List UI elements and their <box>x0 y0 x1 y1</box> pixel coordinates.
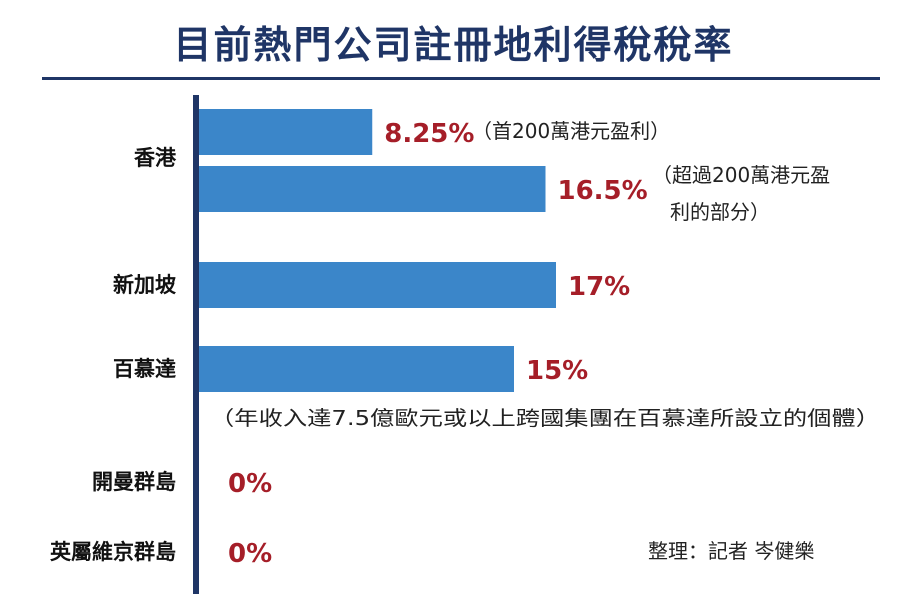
chart-title: 目前熱門公司註冊地利得稅稅率 <box>173 23 734 67</box>
bar <box>199 346 514 392</box>
credit-text: 整理：記者 岑健樂 <box>648 539 814 563</box>
bar <box>199 262 556 308</box>
category-label: 開曼群島 <box>92 470 176 494</box>
bar <box>199 166 546 212</box>
bar <box>199 109 373 155</box>
value-label: 0% <box>228 469 272 499</box>
value-label: 15% <box>526 356 588 386</box>
title-underline <box>42 77 880 80</box>
value-label: 17% <box>568 272 630 302</box>
value-label: 8.25% <box>384 119 474 149</box>
note-text: （年收入達7.5億歐元或以上跨國集團在百慕達所設立的個體） <box>210 406 880 430</box>
value-label: 16.5% <box>558 176 648 206</box>
note-text: 利的部分） <box>670 200 770 224</box>
note-text: （超過200萬港元盈 <box>652 163 830 187</box>
y-axis-line <box>193 95 199 594</box>
category-label: 百慕達 <box>113 357 176 381</box>
note-text: （首200萬港元盈利） <box>472 119 670 143</box>
category-label: 新加坡 <box>113 273 176 297</box>
labels-layer: 香港新加坡百慕達開曼群島英屬維京群島8.25%（首200萬港元盈利）16.5%（… <box>50 119 880 569</box>
category-label: 英屬維京群島 <box>50 540 176 564</box>
value-label: 0% <box>228 539 272 569</box>
bars-layer <box>199 109 556 392</box>
category-label: 香港 <box>134 146 177 170</box>
